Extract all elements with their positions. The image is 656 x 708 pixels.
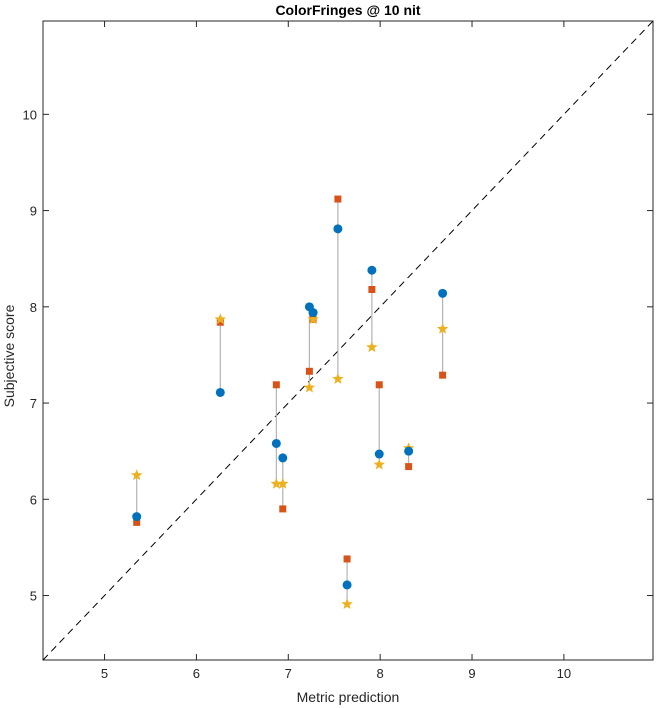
- orange-square-point: [405, 463, 413, 471]
- x-tick-label: 9: [468, 666, 475, 681]
- x-tick-label: 7: [285, 666, 292, 681]
- x-tick-label: 5: [101, 666, 108, 681]
- yellow-star-point: [131, 469, 143, 481]
- blue-circle-point: [342, 580, 352, 590]
- orange-square-point: [133, 518, 141, 526]
- plot-area: 5 6 7 8 9 10 5 6 7 8 9 10: [23, 20, 654, 681]
- yellow-star-point: [373, 458, 385, 470]
- y-tick-label: 10: [23, 107, 37, 122]
- blue-circle-point: [367, 265, 377, 275]
- y-tick-label: 7: [30, 396, 37, 411]
- yellow-star-point: [270, 477, 283, 489]
- orange-square-point: [375, 381, 383, 389]
- y-tick-label: 6: [30, 492, 37, 507]
- blue-circle-point: [308, 308, 318, 318]
- blue-circle-point: [333, 224, 343, 234]
- orange-square-point: [368, 285, 376, 293]
- y-tick-label: 5: [30, 589, 37, 604]
- y-axis-label: Subjective score: [1, 304, 17, 407]
- yellow-star-point: [332, 372, 344, 384]
- yellow-star-point: [307, 313, 319, 325]
- x-axis-label: Metric prediction: [297, 689, 400, 705]
- orange-square-point: [343, 555, 351, 563]
- yellow-star-point: [303, 381, 316, 393]
- orange-square-point: [216, 318, 224, 326]
- blue-circle-point: [404, 446, 414, 456]
- x-tick-label: 8: [377, 666, 384, 681]
- blue-circle-point: [278, 453, 288, 463]
- orange-square-point: [334, 195, 342, 203]
- blue-circle-point: [438, 288, 448, 298]
- y-tick-label: 9: [30, 204, 37, 219]
- yellow-star-point: [436, 322, 449, 334]
- yellow-star-point: [214, 313, 227, 325]
- orange-square-point: [272, 381, 280, 389]
- axes-box: [42, 20, 654, 661]
- x-tick-label: 10: [557, 666, 571, 681]
- orange-square-point: [279, 505, 287, 513]
- orange-square-point: [305, 367, 313, 375]
- x-tick-label: 6: [193, 666, 200, 681]
- blue-circle-point: [271, 438, 281, 448]
- reference-diagonal-line: [42, 20, 654, 661]
- blue-circle-point: [215, 387, 225, 397]
- chart-title: ColorFringes @ 10 nit: [275, 2, 420, 18]
- orange-square-point: [439, 371, 447, 379]
- y-tick-label: 8: [30, 300, 37, 315]
- blue-circle-point: [132, 512, 142, 522]
- blue-circle-point: [374, 449, 384, 459]
- yellow-star-point: [277, 477, 289, 489]
- yellow-star-point: [341, 598, 353, 610]
- yellow-star-point: [366, 341, 378, 353]
